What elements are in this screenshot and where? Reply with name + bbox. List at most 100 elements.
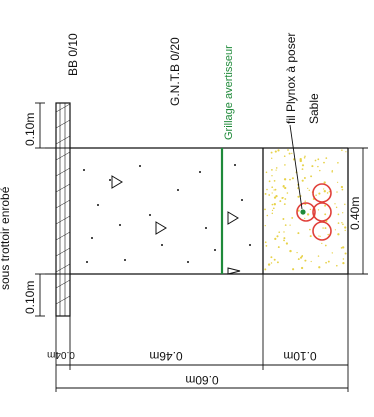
- sand-grain: [282, 185, 285, 188]
- sand-grain: [273, 203, 276, 206]
- sand-grain: [342, 212, 344, 214]
- sand-grain: [273, 189, 275, 191]
- sand-grain: [274, 237, 277, 241]
- gntb-fill: [83, 164, 251, 263]
- pipe-4: [296, 202, 316, 222]
- sand-grain: [277, 246, 280, 249]
- sand-grain: [323, 161, 325, 164]
- sand-grain: [327, 233, 329, 236]
- sand-grain: [304, 259, 307, 262]
- sand-grain: [272, 207, 275, 210]
- sand-grain: [270, 262, 273, 264]
- pipes: [296, 183, 332, 241]
- sand-grain: [319, 235, 321, 237]
- plynox-wire-dot: [300, 209, 306, 215]
- sand-grain: [337, 161, 339, 164]
- sand-grain: [288, 152, 291, 155]
- sand-grain: [303, 156, 306, 159]
- sand-grain: [275, 169, 277, 171]
- sand-grain: [335, 206, 338, 209]
- sable-label: Sable: [307, 93, 321, 124]
- pipe-2: [312, 202, 332, 222]
- sand-grain: [284, 198, 287, 200]
- sand-grain: [273, 180, 276, 182]
- sand-grain: [325, 157, 328, 159]
- sand-grain: [309, 235, 312, 238]
- sand-grain: [336, 191, 338, 193]
- sand-grain: [271, 212, 274, 215]
- sand-grain: [274, 150, 277, 153]
- sand-grain: [297, 258, 300, 261]
- sand-grain: [297, 232, 300, 235]
- sand-grain: [286, 192, 289, 194]
- sand-grain: [274, 188, 277, 191]
- sand-grain: [297, 195, 300, 198]
- sand-grain: [301, 164, 305, 167]
- sand-grain: [317, 165, 319, 168]
- sand-grain: [324, 213, 327, 216]
- sand-grain: [337, 213, 340, 216]
- sand-grain: [322, 227, 324, 229]
- sand-grain: [324, 204, 327, 207]
- sand-grain: [310, 175, 313, 178]
- dim-base-a: 0.04m: [47, 349, 75, 360]
- sand-grain: [266, 214, 269, 217]
- sand-grain: [319, 169, 321, 172]
- sand-grain: [314, 159, 317, 162]
- sand-grain: [334, 203, 336, 205]
- sand-grain: [301, 168, 304, 170]
- sand-grain: [318, 235, 320, 237]
- sand-grain: [271, 169, 273, 171]
- sand-grain: [266, 188, 268, 191]
- fil-label: fil Plynox à poser: [284, 33, 298, 124]
- sand-grain: [291, 177, 294, 180]
- sand-grain: [283, 239, 285, 242]
- sand-grain: [344, 226, 347, 229]
- grillage-label: Grillage avertisseur: [223, 45, 235, 140]
- sand-grain: [341, 188, 344, 191]
- sand-grain: [265, 245, 268, 247]
- sand-grain: [275, 194, 278, 198]
- sand-grain: [325, 261, 327, 264]
- sand-grain: [271, 192, 273, 194]
- sand-grain: [297, 209, 300, 212]
- sand-grain: [301, 179, 304, 182]
- sand-grain: [275, 167, 278, 169]
- sand-grain: [270, 256, 273, 259]
- sand-grain: [289, 224, 291, 226]
- sand-grain: [299, 159, 302, 163]
- sand-grain: [326, 192, 329, 194]
- sand-layer: [264, 149, 347, 271]
- sand-grain: [303, 177, 306, 179]
- sand-grain: [273, 258, 276, 261]
- sand-grain: [341, 222, 343, 224]
- sand-grain: [342, 261, 345, 265]
- sand-grain: [299, 158, 302, 161]
- sand-grain: [299, 256, 303, 259]
- sand-grain: [344, 252, 347, 255]
- sand-grain: [301, 254, 303, 257]
- sand-grain: [317, 158, 320, 161]
- sand-grain: [292, 268, 295, 271]
- sand-grain: [331, 170, 334, 173]
- sand-grain: [324, 227, 327, 230]
- sand-grain: [323, 181, 326, 184]
- sand-grain: [264, 192, 267, 195]
- sand-grain: [315, 194, 317, 196]
- sand-grain: [342, 223, 344, 226]
- sand-grain: [268, 180, 271, 183]
- sand-grain: [283, 155, 286, 158]
- sand-grain: [289, 178, 291, 181]
- sand-grain: [327, 260, 330, 263]
- sand-grain: [341, 149, 343, 151]
- sand-grain: [273, 196, 277, 199]
- pipe-1: [312, 183, 332, 203]
- bb-label: BB 0/10: [66, 33, 80, 76]
- dim-bottom-left: 0.10m: [23, 281, 37, 314]
- sand-grain: [283, 203, 286, 206]
- sand-grain: [323, 190, 326, 193]
- sand-grain: [345, 151, 347, 153]
- sand-grain: [340, 185, 344, 189]
- dim-total: 0.60m: [185, 373, 218, 387]
- sand-grain: [282, 196, 284, 199]
